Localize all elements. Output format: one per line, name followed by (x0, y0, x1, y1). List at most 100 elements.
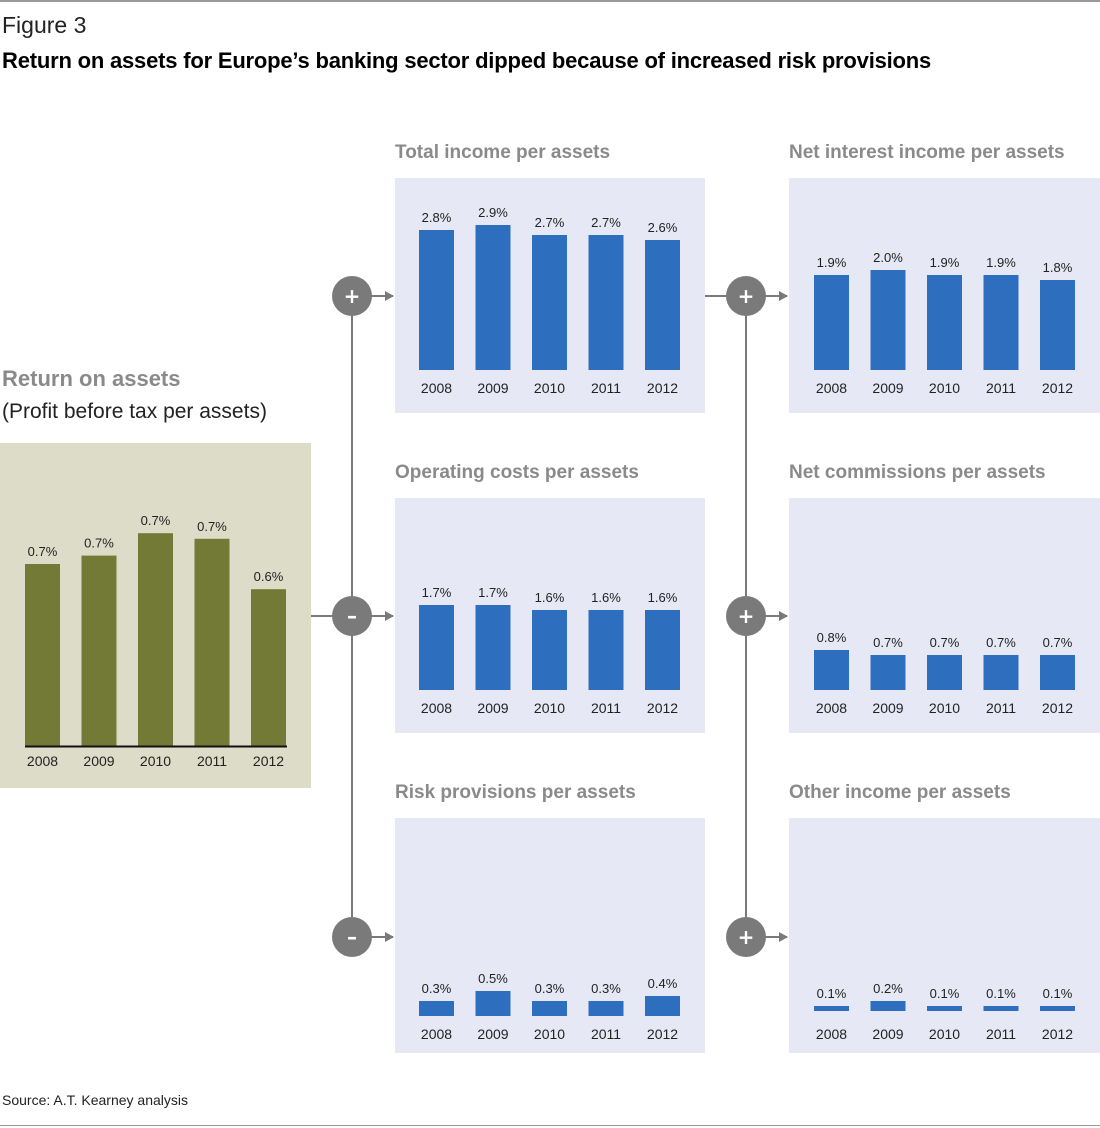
commissions-value-label: 0.7% (873, 635, 903, 650)
net_interest-value-label: 2.0% (873, 250, 903, 265)
operating-costs-title: Operating costs per assets (395, 462, 639, 483)
net_interest-bar-2011 (983, 275, 1019, 370)
minus-sign-icon: – (332, 596, 372, 636)
net_interest-year-label: 2010 (929, 380, 960, 396)
other-year-label: 2011 (986, 1026, 1016, 1042)
svg-text:–: – (347, 604, 357, 628)
total-bar-2012 (645, 240, 680, 370)
total-bar-2008 (419, 230, 454, 370)
minus-sign-icon: – (332, 917, 372, 957)
figure-label: Figure 3 (2, 12, 87, 38)
roa-year-label: 2008 (27, 753, 58, 769)
total-income-title: Total income per assets (395, 142, 611, 163)
risk-bar-2012 (645, 996, 680, 1016)
commissions-bar-2009 (870, 655, 906, 690)
commissions-value-label: 0.7% (986, 635, 1016, 650)
commissions-year-label: 2008 (816, 700, 847, 716)
commissions-year-label: 2010 (929, 700, 960, 716)
roa-bar-2011 (194, 538, 230, 746)
operating-year-label: 2008 (421, 700, 452, 716)
roa-value-label: 0.7% (84, 536, 114, 551)
risk-value-label: 0.3% (422, 981, 452, 996)
roa-year-label: 2010 (140, 753, 171, 769)
net_interest-year-label: 2009 (872, 380, 903, 396)
total-value-label: 2.7% (535, 215, 565, 230)
roa-bar-2009 (81, 555, 117, 746)
operating-year-label: 2010 (534, 700, 565, 716)
roa-year-label: 2009 (83, 753, 114, 769)
total-value-label: 2.9% (478, 205, 508, 220)
operating-bar-2012 (645, 610, 680, 690)
operating-year-label: 2011 (591, 700, 621, 716)
commissions-bar-2008 (814, 650, 849, 690)
svg-text:+: + (738, 925, 755, 949)
other-value-label: 0.1% (1043, 986, 1073, 1001)
operating-value-label: 1.6% (648, 590, 678, 605)
other-value-label: 0.2% (873, 981, 903, 996)
other-value-label: 0.1% (986, 986, 1016, 1001)
risk-value-label: 0.4% (648, 976, 678, 991)
net_interest-value-label: 1.9% (986, 255, 1016, 270)
roa-subtitle: (Profit before tax per assets) (2, 400, 267, 423)
other-income-title: Other income per assets (789, 782, 1011, 803)
plus-sign-icon: + (332, 276, 372, 316)
net_interest-value-label: 1.9% (930, 255, 960, 270)
bottom-rule (0, 1125, 1100, 1126)
other-year-label: 2012 (1042, 1026, 1073, 1042)
total-bar-2009 (475, 225, 511, 370)
total-value-label: 2.7% (591, 215, 621, 230)
other-year-label: 2009 (872, 1026, 903, 1042)
net_interest-value-label: 1.9% (817, 255, 847, 270)
net_interest-year-label: 2008 (816, 380, 847, 396)
risk-value-label: 0.3% (535, 981, 565, 996)
total-bar-2010 (532, 235, 567, 370)
svg-text:+: + (738, 604, 755, 628)
other-bar-2008 (814, 1006, 849, 1011)
commissions-value-label: 0.7% (930, 635, 960, 650)
top-rule (0, 0, 1100, 2)
operating-bar-2010 (532, 610, 567, 690)
total-year-label: 2009 (477, 380, 508, 396)
commissions-year-label: 2012 (1042, 700, 1073, 716)
operator-signs: + – – + + + (332, 276, 766, 957)
risk-value-label: 0.3% (591, 981, 621, 996)
risk-bar-2011 (588, 1001, 624, 1016)
operating-year-label: 2012 (647, 700, 678, 716)
net_interest-bar-2009 (870, 270, 906, 370)
commissions-value-label: 0.8% (817, 630, 847, 645)
roa-year-label: 2012 (253, 753, 284, 769)
total-bar-2011 (588, 235, 624, 370)
total-year-label: 2008 (421, 380, 452, 396)
operating-bar-2008 (419, 605, 454, 690)
net-commissions-title: Net commissions per assets (789, 462, 1046, 483)
other-bar-2012 (1040, 1006, 1075, 1011)
net_interest-year-label: 2011 (986, 380, 1016, 396)
source-note: Source: A.T. Kearney analysis (2, 1092, 188, 1108)
risk-year-label: 2010 (534, 1026, 565, 1042)
commissions-bar-2010 (927, 655, 962, 690)
operating-chart: 1.7% 2008 1.7% 2009 1.6% 2010 1.6% 2011 1.6% 2012 (419, 585, 680, 716)
roa-bar-2008 (25, 564, 60, 746)
commissions-year-label: 2009 (872, 700, 903, 716)
other-value-label: 0.1% (930, 986, 960, 1001)
roa-title: Return on assets (2, 366, 181, 391)
plus-sign-icon: + (726, 596, 766, 636)
roa-year-label: 2011 (197, 753, 227, 769)
risk-bar-2009 (475, 991, 511, 1016)
net-commissions-panel (789, 498, 1100, 733)
risk-year-label: 2011 (591, 1026, 621, 1042)
other-chart: 0.1% 2008 0.2% 2009 0.1% 2010 0.1% 2011 0.1% 2012 (814, 981, 1075, 1042)
figure-title: Return on assets for Europe’s banking se… (2, 48, 932, 73)
bars-layer: 0.7% 2008 0.7% 2009 0.7% 2010 0.7% 2011 0.6% 2012… (25, 205, 1075, 1042)
total-value-label: 2.8% (422, 210, 452, 225)
risk-year-label: 2008 (421, 1026, 452, 1042)
risk-chart: 0.3% 2008 0.5% 2009 0.3% 2010 0.3% 2011 0.4% 2012 (419, 971, 680, 1042)
plus-sign-icon: + (726, 917, 766, 957)
svg-text:+: + (738, 284, 755, 308)
net-interest-title: Net interest income per assets (789, 142, 1065, 163)
svg-text:+: + (344, 284, 361, 308)
commissions-year-label: 2011 (986, 700, 1016, 716)
roa-chart: 0.7% 2008 0.7% 2009 0.7% 2010 0.7% 2011 0.6% 2012 (25, 513, 287, 769)
net_interest-value-label: 1.8% (1043, 260, 1073, 275)
